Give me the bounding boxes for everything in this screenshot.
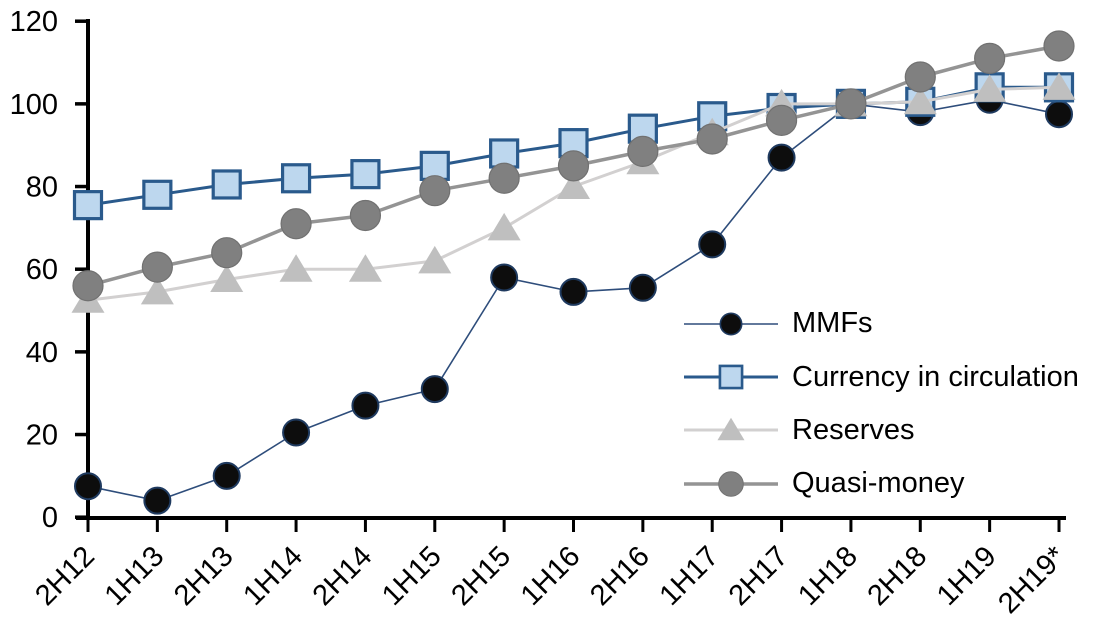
x-axis-tick-label: 2H17 bbox=[723, 540, 795, 612]
series-quasi-money bbox=[72, 30, 1075, 302]
y-axis-tick-label: 0 bbox=[42, 502, 58, 534]
reserves-marker bbox=[557, 171, 590, 200]
legend-label-mmfs: MMFs bbox=[792, 307, 873, 340]
legend-label-reserves: Reserves bbox=[792, 413, 915, 446]
currency-in-circulation-marker bbox=[280, 163, 312, 194]
x-axis-tick-label: 2H12 bbox=[29, 540, 101, 612]
quasi-money-marker bbox=[765, 104, 798, 137]
currency-in-circulation-marker bbox=[489, 138, 520, 169]
y-axis-tick-label: 40 bbox=[26, 337, 58, 369]
x-axis-tick-label: 1H15 bbox=[376, 540, 448, 612]
legend-item-quasi-money: Quasi-money bbox=[683, 457, 1079, 510]
mmfs-marker bbox=[490, 263, 519, 292]
quasi-money-marker bbox=[280, 208, 312, 240]
reserves-legend-key bbox=[684, 418, 778, 441]
currency-in-circulation-marker bbox=[211, 169, 242, 200]
currency-marker-icon bbox=[683, 359, 779, 395]
y-axis-tick-label: 20 bbox=[26, 420, 58, 452]
currency-in-circulation-marker bbox=[350, 159, 381, 190]
quasi-money-marker bbox=[974, 42, 1006, 75]
mmfs-marker bbox=[1045, 100, 1073, 129]
quasi-money-marker bbox=[488, 162, 520, 194]
quasi-money-marker bbox=[419, 175, 451, 207]
reserves-marker bbox=[279, 254, 313, 282]
quasi-money-marker bbox=[627, 135, 659, 167]
x-axis-tick-label: 2H18 bbox=[862, 540, 934, 612]
x-axis-tick-label: 2H13 bbox=[168, 540, 240, 612]
mmfs-legend-key bbox=[684, 312, 778, 336]
quasi-money-marker bbox=[1043, 30, 1075, 62]
x-axis-tick-label: 1H13 bbox=[99, 540, 171, 612]
x-axis-tick-label: 1H17 bbox=[654, 540, 726, 612]
quasi-money-marker bbox=[835, 88, 867, 120]
currency-in-circulation-marker bbox=[72, 190, 104, 221]
x-axis-tick-label: 2H14 bbox=[307, 540, 379, 612]
reserves-marker bbox=[717, 418, 745, 441]
quasi-money-marker bbox=[696, 123, 728, 155]
mmfs-marker bbox=[559, 277, 588, 306]
reserves-marker bbox=[1042, 72, 1076, 100]
reserves-marker bbox=[418, 245, 452, 274]
mmfs-marker bbox=[351, 391, 380, 420]
reserves-marker bbox=[487, 212, 521, 241]
legend-label-currency-in-circulation: Currency in circulation bbox=[792, 360, 1079, 393]
quasi-money-marker bbox=[557, 150, 590, 182]
legend-label-quasi-money: Quasi-money bbox=[792, 467, 965, 500]
mmfs-marker bbox=[698, 230, 727, 259]
legend-item-mmfs: MMFs bbox=[683, 297, 1079, 350]
mmfs-marker-icon bbox=[683, 306, 779, 342]
mmfs-marker bbox=[143, 486, 172, 515]
reserves-marker bbox=[210, 264, 244, 293]
mmfs-marker bbox=[212, 461, 241, 490]
legend-item-currency-in-circulation: Currency in circulation bbox=[683, 350, 1079, 403]
legend-item-reserves: Reserves bbox=[683, 404, 1079, 457]
x-axis-tick-label: 2H15 bbox=[445, 540, 517, 612]
reserves-marker-icon bbox=[683, 412, 779, 448]
quasi-money-marker bbox=[211, 237, 243, 269]
y-axis-tick-label: 100 bbox=[10, 89, 58, 121]
currency-in-circulation-marker bbox=[142, 179, 173, 210]
mmfs-marker bbox=[767, 143, 796, 172]
legend: MMFs Currency in circulation Reserves Qu… bbox=[683, 297, 1079, 511]
y-axis-tick-label: 120 bbox=[10, 6, 58, 38]
x-axis-tick-label: 2H19* bbox=[992, 540, 1072, 620]
x-axis-tick-label: 1H14 bbox=[237, 540, 309, 612]
quasi-money-marker-icon bbox=[683, 466, 779, 502]
x-axis-tick-label: 1H18 bbox=[792, 540, 864, 612]
x-axis-tick-label: 2H16 bbox=[584, 540, 656, 612]
quasi-money-legend-key bbox=[684, 471, 778, 497]
y-axis-tick-label: 80 bbox=[26, 172, 58, 204]
reserves-marker bbox=[973, 74, 1007, 102]
reserves-marker bbox=[903, 86, 937, 115]
quasi-money-marker bbox=[141, 251, 173, 283]
currency-in-circulation-marker bbox=[718, 364, 744, 390]
y-axis-tick-label: 60 bbox=[26, 254, 58, 286]
currency-in-circulation-legend-key bbox=[684, 364, 778, 390]
reserves-marker bbox=[348, 254, 382, 282]
mmfs-marker bbox=[628, 273, 657, 302]
quasi-money-marker bbox=[718, 471, 744, 497]
x-axis-tick-label: 1H16 bbox=[515, 540, 587, 612]
mmfs-marker bbox=[282, 418, 311, 447]
mmfs-marker bbox=[420, 375, 449, 404]
quasi-money-marker bbox=[349, 199, 382, 232]
x-axis-tick-label: 1H19 bbox=[931, 540, 1003, 612]
mmfs-marker bbox=[74, 472, 102, 501]
mmfs-marker bbox=[719, 312, 743, 336]
quasi-money-marker bbox=[904, 61, 936, 93]
reserves-marker bbox=[140, 276, 174, 305]
quasi-money-marker bbox=[72, 270, 104, 302]
